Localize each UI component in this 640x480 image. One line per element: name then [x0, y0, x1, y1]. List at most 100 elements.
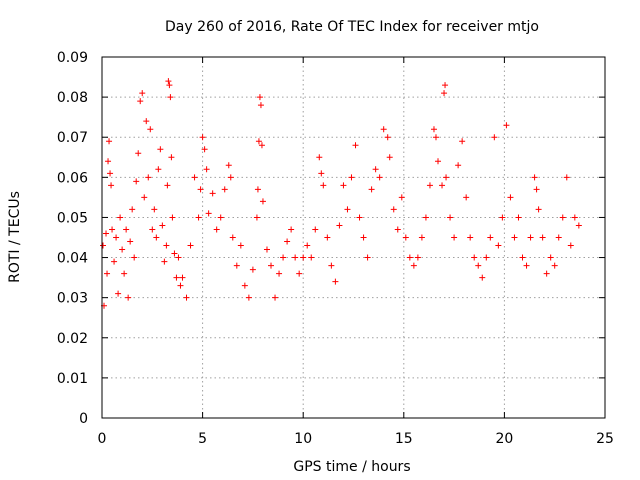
data-point	[441, 90, 448, 97]
chart-title: Day 260 of 2016, Rate Of TEC Index for r…	[165, 19, 539, 35]
data-point	[463, 194, 470, 201]
data-point	[364, 254, 371, 261]
data-point	[221, 186, 228, 193]
data-point	[495, 242, 502, 249]
data-point	[356, 214, 363, 221]
data-point	[201, 146, 208, 153]
data-point	[380, 126, 387, 133]
data-point	[233, 262, 240, 269]
data-point	[166, 82, 173, 89]
plot-frame	[101, 56, 606, 419]
data-point	[131, 254, 138, 261]
data-point	[426, 182, 433, 189]
data-point	[157, 146, 164, 153]
y-axis-label: ROTI / TECUs	[7, 191, 23, 283]
data-point	[123, 226, 130, 233]
data-point	[318, 170, 325, 177]
data-point	[199, 134, 206, 141]
data-point	[255, 138, 262, 145]
data-point	[213, 226, 220, 233]
data-point	[195, 214, 202, 221]
data-point	[256, 94, 263, 101]
data-point	[103, 230, 110, 237]
data-point	[442, 82, 449, 89]
data-point	[511, 234, 518, 241]
data-point	[177, 282, 184, 289]
data-point	[332, 278, 339, 285]
data-point	[151, 206, 158, 213]
data-point	[119, 246, 126, 253]
data-point	[168, 154, 175, 161]
data-point	[475, 262, 482, 269]
data-point	[471, 254, 478, 261]
data-point	[276, 270, 283, 277]
data-point	[163, 242, 170, 249]
y-tick-label: 0.05	[57, 210, 88, 226]
data-point	[259, 198, 266, 205]
data-point	[141, 194, 148, 201]
data-point	[414, 254, 421, 261]
data-point	[559, 214, 566, 221]
data-point	[398, 194, 405, 201]
x-tick-label: 0	[98, 431, 107, 447]
data-point	[300, 254, 307, 261]
y-tick-label: 0.07	[57, 130, 88, 146]
x-tick-label: 20	[495, 431, 513, 447]
data-point	[104, 270, 111, 277]
data-point	[113, 234, 120, 241]
data-point	[237, 242, 244, 249]
data-point	[111, 258, 118, 265]
x-axis-label: GPS time / hours	[293, 459, 410, 475]
data-point	[376, 174, 383, 181]
data-point	[183, 294, 190, 301]
data-point	[191, 174, 198, 181]
data-point	[187, 242, 194, 249]
data-point	[402, 234, 409, 241]
data-point	[115, 290, 122, 297]
data-point	[197, 186, 204, 193]
data-point	[179, 274, 186, 281]
data-point	[467, 234, 474, 241]
data-point	[107, 170, 114, 177]
data-point	[459, 138, 466, 145]
data-point	[241, 282, 248, 289]
data-point	[555, 234, 562, 241]
data-point	[304, 242, 311, 249]
data-point	[133, 178, 140, 185]
data-point	[539, 234, 546, 241]
data-point	[491, 134, 498, 141]
y-tick-label: 0.09	[57, 50, 88, 66]
data-point	[531, 174, 538, 181]
data-point	[503, 122, 510, 129]
data-point	[479, 274, 486, 281]
data-point	[145, 174, 152, 181]
data-point	[523, 262, 530, 269]
data-point	[551, 262, 558, 269]
data-point	[368, 186, 375, 193]
data-point	[394, 226, 401, 233]
data-point	[547, 254, 554, 261]
data-point	[129, 206, 136, 213]
x-tick-label: 10	[294, 431, 312, 447]
data-point	[263, 246, 270, 253]
data-point	[390, 206, 397, 213]
data-point	[432, 134, 439, 141]
y-tick-label: 0.01	[57, 371, 88, 387]
data-point	[164, 182, 171, 189]
data-point	[316, 154, 323, 161]
data-point	[499, 214, 506, 221]
data-point	[348, 174, 355, 181]
data-point	[352, 142, 359, 149]
data-point	[447, 214, 454, 221]
data-point	[253, 214, 260, 221]
y-tick-label: 0.08	[57, 90, 88, 106]
data-point	[225, 162, 232, 169]
data-point	[533, 186, 540, 193]
data-point	[153, 234, 160, 241]
data-point	[535, 206, 542, 213]
axis-ticks	[101, 56, 606, 419]
data-point	[254, 186, 261, 193]
data-point	[296, 270, 303, 277]
data-point	[105, 158, 112, 165]
